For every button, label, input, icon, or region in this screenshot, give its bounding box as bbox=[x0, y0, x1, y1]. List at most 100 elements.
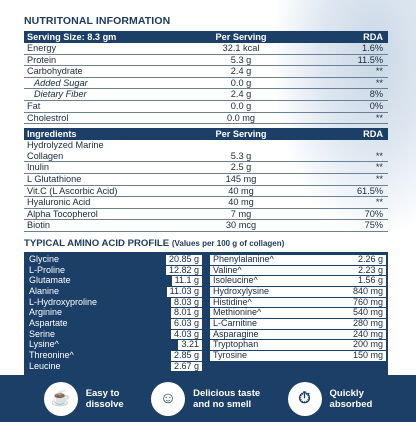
table-row: Hydrolyzed Marine bbox=[24, 140, 388, 151]
feature-easy-dissolve: ☕ Easy to dissolve bbox=[43, 381, 124, 416]
ingredients-header-row: Ingredients Per Serving RDA bbox=[24, 128, 388, 141]
ingredient-name: Biotin bbox=[24, 219, 174, 232]
list-item: Aspartate 6.03 g bbox=[26, 318, 202, 329]
feature-line: Quickly bbox=[329, 387, 364, 399]
amino-name: L-Hydroxyproline bbox=[29, 296, 98, 307]
list-item: Alanine 11.03 g bbox=[26, 286, 202, 297]
feature-absorbed: ⏱ Quickly absorbed bbox=[287, 381, 372, 416]
smile-icon: ☺ bbox=[151, 381, 186, 416]
nutrient-name: Energy bbox=[24, 43, 174, 55]
amino-name: Leucine bbox=[29, 360, 61, 371]
list-item: Tyrosine 150 mg bbox=[210, 350, 386, 361]
amino-name: Isoleucine^ bbox=[213, 275, 258, 286]
nutrient-rda: ** bbox=[308, 65, 388, 78]
cup-icon: ☕ bbox=[43, 381, 78, 416]
table-row: Added Sugar 0.0 g ** bbox=[24, 77, 388, 90]
amino-name: Tyrosine bbox=[213, 350, 248, 361]
feature-taste: ☺ Delicious taste and no smell bbox=[151, 381, 261, 416]
amino-acid-table: Glycine 20.85 g L-Proline 12.82 g Glutamat… bbox=[24, 251, 388, 376]
ingredients-table: Ingredients Per Serving RDA Hydrolyzed M… bbox=[24, 128, 388, 232]
ingredient-name: Inulin bbox=[24, 161, 174, 174]
nutrient-value: 0.0 g bbox=[174, 100, 308, 113]
ingredient-value: 40 mg bbox=[174, 196, 308, 209]
feature-line: and no smell bbox=[193, 398, 252, 410]
amino-value: 8.03 g bbox=[170, 297, 202, 308]
feature-line: Delicious taste bbox=[193, 387, 261, 399]
amino-name: Histidine^ bbox=[213, 296, 252, 307]
amino-value: 150 mg bbox=[352, 350, 383, 361]
amino-value: 6.03 g bbox=[170, 318, 202, 329]
list-item: Leucine 2.67 g bbox=[26, 360, 202, 372]
amino-name: Asparagine bbox=[213, 328, 259, 339]
timer-icon: ⏱ bbox=[287, 381, 322, 416]
nutrient-rda: 8% bbox=[308, 88, 388, 101]
amino-value: 2.23 g bbox=[357, 264, 383, 275]
amino-value: 1.56 g bbox=[357, 275, 383, 286]
amino-name: Threonine^ bbox=[29, 350, 74, 361]
amino-name: Serine bbox=[29, 328, 56, 339]
amino-name: Methionine^ bbox=[213, 307, 262, 318]
feature-line: dissolve bbox=[85, 398, 124, 410]
amino-profile-title: TYPICAL AMINO ACID PROFILE (Values per 1… bbox=[24, 237, 392, 250]
ingredient-value: 2.5 g bbox=[174, 161, 308, 174]
list-item: L-Carnitine 280 mg bbox=[210, 318, 386, 329]
nutrient-rda: ** bbox=[308, 112, 388, 125]
nutrition-header-row: Serving Size: 8.3 gm Per Serving RDA bbox=[24, 31, 388, 43]
amino-value: 3.21 bbox=[178, 340, 202, 351]
amino-value: 11.1 g bbox=[171, 276, 202, 286]
page-title: NUTRITONAL INFORMATION bbox=[24, 15, 171, 27]
table-row: Inulin 2.5 g ** bbox=[24, 161, 388, 174]
ingredient-name: Vit.C (L Ascorbic Acid) bbox=[24, 185, 174, 198]
per-serving-header: Per Serving bbox=[174, 128, 308, 141]
features-bar: ☕ Easy to dissolve ☺ Delicious taste and… bbox=[0, 375, 416, 422]
amino-value: 760 mg bbox=[352, 296, 383, 307]
ingredient-value: 7 mg bbox=[174, 208, 308, 221]
amino-name: Phenylalanine^ bbox=[213, 253, 274, 264]
table-row: Alpha Tocopherol 7 mg 70% bbox=[24, 208, 388, 221]
ingredient-rda: 61.5% bbox=[308, 185, 388, 198]
nutrient-rda: 1.6% bbox=[308, 43, 388, 55]
amino-name: Glycine bbox=[29, 253, 60, 264]
ingredient-rda bbox=[308, 140, 388, 151]
nutrient-value: 5.3 g bbox=[174, 54, 308, 67]
list-item: Tryptophan 200 mg bbox=[210, 339, 386, 351]
amino-name: L-Carnitine bbox=[213, 318, 258, 329]
rda-header: RDA bbox=[308, 31, 388, 43]
amino-column-right: Phenylalanine^ 2.26 g Valine^ 2.23 g Isole… bbox=[210, 253, 386, 373]
amino-name: L-Proline bbox=[29, 264, 66, 275]
amino-value: 20.85 g bbox=[165, 254, 202, 265]
amino-value: 11.03 g bbox=[166, 286, 202, 297]
list-item: Serine 4.03 g bbox=[26, 328, 202, 340]
amino-name: Hydroxylysine bbox=[213, 285, 270, 296]
list-item: Glutamate 11.1 g bbox=[26, 276, 202, 286]
feature-line: Easy to bbox=[85, 387, 120, 399]
nutrient-value: 2.4 g bbox=[174, 65, 308, 78]
ingredient-value: 30 mcg bbox=[174, 219, 308, 232]
list-item: L-Hydroxyproline 8.03 g bbox=[26, 296, 202, 308]
amino-value: 8.01 g bbox=[170, 308, 202, 319]
ingredient-value: 40 mg bbox=[174, 185, 308, 198]
ingredient-value bbox=[174, 140, 308, 151]
nutrition-table: Serving Size: 8.3 gm Per Serving RDA Ene… bbox=[24, 31, 388, 125]
ingredient-value: 5.3 g bbox=[174, 150, 308, 163]
ingredient-rda: ** bbox=[308, 196, 388, 209]
amino-subtitle: (Values per 100 g of collagen) bbox=[171, 238, 285, 248]
list-item: Histidine^ 760 mg bbox=[210, 296, 386, 308]
amino-name: Glutamate bbox=[29, 275, 71, 286]
nutrient-value: 2.4 g bbox=[174, 88, 308, 101]
nutrient-rda: 0% bbox=[308, 100, 388, 113]
ingredient-rda: ** bbox=[308, 173, 388, 186]
amino-name: Tryptophan bbox=[213, 339, 259, 350]
ingredient-name: L Glutathione bbox=[24, 173, 174, 186]
ingredient-name: Hydrolyzed Marine bbox=[27, 140, 104, 151]
nutrient-name: Fat bbox=[24, 100, 174, 113]
table-row: Carbohydrate 2.4 g ** bbox=[24, 65, 388, 78]
amino-value: 840 mg bbox=[352, 285, 383, 296]
amino-value: 240 mg bbox=[352, 328, 383, 339]
table-row: Collagen 5.3 g ** bbox=[24, 150, 388, 163]
amino-value: 280 mg bbox=[352, 318, 383, 329]
list-item: Valine^ 2.23 g bbox=[210, 264, 386, 276]
table-row: Biotin 30 mcg 75% bbox=[24, 219, 388, 232]
per-serving-header: Per Serving bbox=[174, 31, 308, 43]
nutrition-panel: NUTRITONAL INFORMATION Serving Size: 8.3… bbox=[24, 15, 392, 376]
